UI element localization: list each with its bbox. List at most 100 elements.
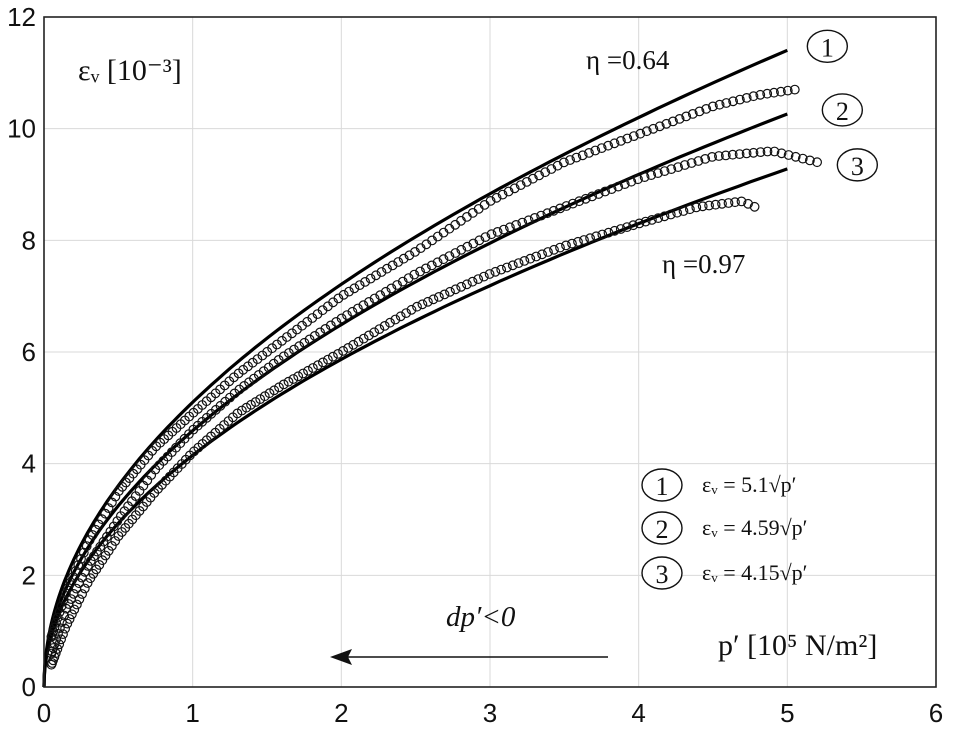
data-point-series-3 — [412, 301, 422, 312]
data-point-series-1 — [103, 503, 114, 514]
data-point-series-2 — [444, 251, 455, 262]
data-point-series-3 — [507, 260, 518, 271]
y-tick-label: 4 — [22, 449, 36, 479]
data-point-series-3 — [50, 648, 61, 658]
data-point-series-3 — [395, 311, 406, 322]
data-point-series-2 — [397, 276, 408, 287]
data-point-series-1 — [509, 183, 520, 194]
data-point-series-2 — [358, 300, 369, 311]
data-point-series-3 — [462, 279, 472, 290]
x-tick-label: 3 — [483, 698, 497, 728]
data-point-series-3 — [525, 253, 536, 264]
data-point-series-1 — [681, 111, 692, 122]
data-point-series-3 — [56, 634, 66, 645]
data-point-series-1 — [708, 101, 718, 112]
data-point-series-3 — [749, 201, 760, 212]
data-point-series-1 — [741, 92, 752, 103]
data-point-series-1 — [84, 535, 95, 545]
data-point-series-1 — [467, 207, 478, 218]
data-point-series-3 — [555, 242, 565, 253]
data-point-series-2 — [426, 260, 437, 271]
fit-curves — [42, 48, 788, 688]
data-point-series-1 — [654, 121, 665, 132]
data-point-series-2 — [392, 280, 403, 290]
data-point-series-3 — [519, 256, 530, 266]
curve-badge-1: 1 — [806, 29, 849, 63]
data-point-series-1 — [782, 85, 793, 96]
data-point-series-1 — [106, 497, 117, 508]
data-point-series-3 — [439, 289, 450, 300]
data-point-series-1 — [354, 280, 365, 291]
data-point-series-2 — [468, 238, 479, 249]
data-point-series-2 — [342, 310, 352, 321]
data-point-series-3 — [634, 218, 645, 229]
data-point-series-1 — [503, 186, 514, 197]
data-point-series-3 — [52, 644, 63, 654]
data-point-series-1 — [252, 354, 263, 365]
data-point-series-2 — [438, 254, 449, 265]
data-point-series-3 — [353, 336, 364, 347]
x-tick-label: 4 — [631, 698, 645, 728]
data-point-series-3 — [691, 202, 702, 213]
data-point-series-2 — [278, 351, 289, 362]
data-point-series-1 — [376, 267, 387, 277]
data-point-series-1 — [393, 257, 404, 267]
data-point-series-3 — [723, 198, 734, 208]
data-point-series-1 — [371, 270, 381, 281]
data-point-series-2 — [517, 217, 528, 228]
data-point-series-2 — [101, 531, 112, 542]
data-point-series-3 — [423, 296, 433, 307]
data-point-series-2 — [548, 205, 559, 216]
data-point-series-2 — [639, 172, 650, 183]
data-point-series-3 — [303, 365, 313, 376]
data-point-series-3 — [710, 199, 721, 210]
plot-frame — [43, 16, 937, 688]
data-point-series-2 — [574, 196, 585, 207]
data-point-series-2 — [92, 546, 102, 557]
data-point-series-2 — [805, 155, 815, 166]
data-point-series-3 — [110, 536, 121, 546]
data-point-series-3 — [537, 249, 547, 260]
data-point-series-1 — [387, 260, 398, 271]
data-point-series-2 — [734, 149, 745, 160]
legend-entry-1: 1 εᵥ = 5.1√p′ — [641, 468, 797, 502]
data-point-series-1 — [87, 530, 98, 540]
data-point-series-3 — [69, 604, 80, 615]
data-point-series-3 — [283, 376, 294, 387]
x-tick-label: 5 — [780, 698, 794, 728]
data-point-series-2 — [511, 219, 521, 230]
data-point-series-2 — [59, 610, 69, 621]
svg-text:3: 3 — [851, 152, 864, 181]
data-point-series-3 — [665, 209, 676, 220]
data-point-series-3 — [579, 235, 589, 245]
data-point-series-2 — [555, 203, 565, 214]
data-point-series-3 — [417, 299, 428, 310]
data-point-series-2 — [309, 331, 320, 341]
data-point-series-3 — [293, 371, 304, 382]
data-point-series-1 — [622, 133, 633, 144]
data-point-series-1 — [687, 108, 698, 119]
data-point-series-3 — [736, 196, 747, 207]
data-point-series-2 — [331, 317, 342, 327]
data-point-series-3 — [379, 321, 390, 331]
data-point-series-3 — [513, 258, 524, 269]
data-point-series-2 — [769, 146, 780, 157]
data-point-series-3 — [678, 206, 689, 216]
data-point-series-3 — [450, 284, 461, 295]
data-point-series-3 — [434, 292, 444, 302]
data-point-series-3 — [743, 198, 753, 209]
data-point-series-3 — [264, 388, 275, 399]
data-point-series-3 — [730, 197, 740, 208]
data-point-series-3 — [54, 639, 65, 650]
data-point-series-2 — [812, 157, 822, 168]
data-point-series-3 — [597, 229, 608, 240]
data-point-series-2 — [273, 355, 284, 365]
data-point-series-1 — [590, 145, 601, 156]
data-point-series-2 — [679, 160, 690, 170]
data-point-series-2 — [112, 516, 123, 526]
data-point-series-2 — [600, 186, 610, 197]
data-point-series-2 — [587, 191, 597, 202]
data-point-series-1 — [479, 199, 490, 210]
data-point-series-1 — [577, 150, 588, 161]
data-point-series-1 — [571, 152, 582, 163]
